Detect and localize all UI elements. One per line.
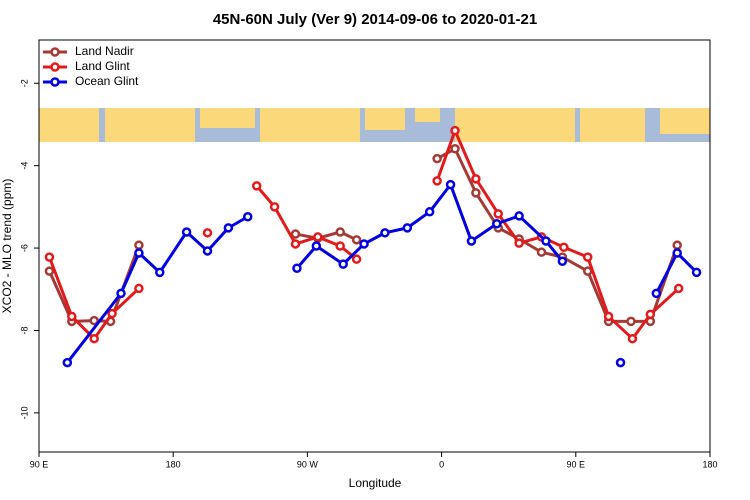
data-point	[541, 236, 551, 246]
data-point	[269, 202, 280, 212]
data-point	[645, 309, 656, 320]
data-point	[89, 315, 99, 326]
data-point	[402, 223, 413, 233]
data-point	[107, 308, 117, 319]
data-point	[155, 267, 165, 278]
data-point	[536, 247, 547, 257]
data-point	[471, 174, 481, 184]
y-tick-label: -8	[19, 326, 29, 334]
series-line	[48, 129, 680, 341]
data-point	[432, 153, 442, 164]
legend-label: Land Glint	[75, 59, 130, 73]
data-point	[134, 248, 144, 258]
data-point	[202, 228, 213, 238]
legend-label: Ocean Glint	[75, 74, 139, 88]
data-point	[651, 288, 662, 299]
data-point	[603, 311, 614, 322]
data-point	[493, 209, 504, 219]
legend-label: Land Nadir	[75, 44, 134, 58]
plot-frame	[38, 39, 711, 453]
data-point	[311, 241, 322, 251]
data-point	[582, 266, 593, 276]
y-tick-label: -10	[19, 406, 29, 419]
x-tick-label: 90 E	[567, 459, 586, 469]
data-point	[44, 252, 55, 262]
data-point	[582, 252, 593, 262]
data-point	[450, 125, 460, 136]
y-tick-label: -6	[19, 244, 29, 252]
data-point	[351, 235, 362, 245]
data-point	[672, 248, 682, 258]
data-point	[492, 219, 502, 229]
data-point	[672, 240, 682, 250]
y-axis-label: XCO2 - MLO trend (ppm)	[0, 179, 14, 314]
x-tick-label: 0	[439, 459, 444, 469]
data-point	[691, 267, 702, 278]
data-point	[514, 211, 524, 221]
data-point	[559, 242, 569, 252]
data-point	[313, 232, 323, 242]
legend-marker	[50, 62, 60, 72]
data-point	[290, 229, 301, 239]
data-point	[62, 357, 73, 368]
chart-title: 45N-60N July (Ver 9) 2014-09-06 to 2020-…	[213, 11, 537, 28]
data-point	[223, 223, 234, 233]
data-point	[202, 246, 213, 256]
data-point	[380, 228, 390, 238]
data-point	[243, 211, 253, 222]
legend-marker	[50, 47, 60, 57]
data-point	[67, 311, 77, 322]
data-point	[514, 238, 524, 248]
data-point	[338, 259, 348, 269]
data-point	[292, 263, 302, 273]
data-point	[335, 241, 345, 251]
data-point	[116, 288, 126, 299]
data-point	[134, 283, 144, 294]
x-tick-label: 90 W	[297, 459, 319, 469]
series-line	[48, 147, 679, 323]
data-point	[673, 283, 684, 294]
data-point	[627, 333, 638, 344]
data-point	[351, 254, 362, 264]
data-point	[432, 176, 442, 186]
data-point	[134, 240, 144, 250]
data-point	[466, 236, 477, 246]
data-point	[445, 179, 456, 190]
data-point	[450, 144, 460, 154]
x-tick-label: 180	[166, 459, 181, 469]
data-point	[89, 333, 99, 344]
data-point	[335, 227, 345, 237]
data-point	[424, 207, 435, 217]
data-point	[44, 266, 55, 276]
data-point	[181, 227, 192, 237]
x-tick-label: 90 E	[30, 459, 49, 469]
data-point	[251, 181, 262, 191]
data-point	[290, 239, 301, 249]
data-point	[557, 256, 568, 266]
data-point	[359, 239, 369, 249]
legend-marker	[50, 77, 60, 87]
y-tick-label: -4	[19, 162, 29, 170]
data-point	[471, 188, 481, 198]
x-axis-label: Longitude	[349, 476, 402, 490]
map-strip	[39, 108, 710, 142]
data-point	[626, 316, 636, 327]
x-tick-label: 180	[702, 459, 717, 469]
y-tick-label: -2	[19, 79, 29, 87]
data-point	[615, 357, 626, 368]
